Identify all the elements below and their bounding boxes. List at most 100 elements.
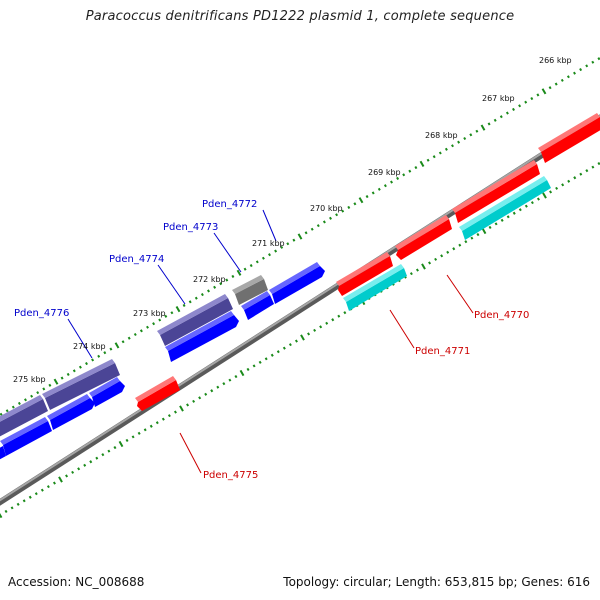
scale-label-266: 266 kbp [539, 56, 572, 65]
tick-minor [505, 111, 509, 115]
leader-pden-4771 [389, 309, 415, 349]
tick-minor [493, 118, 497, 122]
gene-cyan-seg-a[interactable] [462, 180, 551, 240]
tick-minor [335, 213, 339, 217]
gene-pden-4776[interactable] [92, 381, 125, 407]
tick-minor [428, 261, 432, 265]
scale-label-270: 270 kbp [310, 204, 343, 213]
tick-minor [213, 285, 217, 289]
tick-minor [585, 169, 589, 173]
gene-slate-seg-c[interactable] [0, 399, 48, 439]
tick-minor [268, 253, 271, 257]
gene-pden-4776-top [89, 377, 120, 397]
tick-minor [186, 403, 190, 407]
gene-blue-seg-e[interactable] [0, 446, 6, 463]
tick-minor [549, 190, 553, 194]
tick-minor [585, 64, 589, 68]
gene-pden-4775-top [135, 376, 176, 402]
tick-minor [518, 104, 522, 108]
tick-minor [313, 328, 317, 332]
tick-minor [127, 336, 131, 340]
tick-major [118, 440, 124, 448]
tick-minor [452, 247, 456, 251]
topology-summary: Topology: circular; Length: 653,815 bp; … [283, 575, 590, 589]
scale-label-272: 272 kbp [193, 275, 226, 284]
tick-minor [402, 173, 406, 177]
tick-major [358, 197, 364, 204]
gene-pden-4775[interactable] [137, 380, 180, 411]
gene-blue-seg-d[interactable] [3, 421, 52, 456]
tick-minor [280, 245, 284, 249]
tick-minor [210, 389, 214, 393]
tick-minor [243, 267, 247, 271]
gene-red-seg-a[interactable] [396, 219, 452, 260]
tick-minor [101, 453, 105, 457]
tick-major [480, 124, 486, 131]
tick-minor [487, 122, 491, 126]
tick-minor [97, 354, 101, 358]
gene-pden-4772[interactable] [272, 266, 325, 304]
tick-dots-inner [0, 161, 600, 519]
tick-minor [109, 347, 113, 351]
gene-red-seg-b[interactable] [338, 256, 393, 296]
gene-pden-4773-top [241, 291, 270, 310]
tick-minor [225, 278, 229, 282]
tick-minor [597, 161, 600, 166]
gene-pden-4774[interactable] [168, 315, 239, 362]
tick-minor [579, 172, 583, 176]
tick-minor [573, 176, 577, 180]
tick-minor [414, 166, 418, 170]
gene-label-pden-4771[interactable]: Pden_4771 [415, 346, 470, 357]
gene-label-pden-4775[interactable]: Pden_4775 [203, 470, 258, 481]
gene-blue-seg-c-top [47, 394, 90, 420]
gene-label-pden-4773[interactable]: Pden_4773 [163, 222, 218, 233]
tick-minor [42, 387, 46, 391]
tick-minor [246, 367, 250, 372]
tick-minor [548, 86, 552, 90]
tick-minor [83, 463, 87, 467]
gene-pden-4772-top [269, 262, 320, 294]
tick-minor [261, 256, 265, 260]
tick-minor [249, 264, 253, 268]
gene-label-pden-4770[interactable]: Pden_4770 [474, 310, 529, 321]
tick-minor [77, 467, 81, 471]
tick-minor [22, 499, 26, 503]
tick-minor [207, 289, 210, 293]
tick-minor [52, 481, 56, 485]
tick-minor [137, 431, 141, 435]
tick-minor [512, 107, 515, 111]
gene-slate-seg-b[interactable] [45, 363, 120, 410]
gene-label-pden-4776[interactable]: Pden_4776 [14, 308, 69, 319]
gene-slate-seg-a[interactable] [160, 298, 233, 346]
tick-minor [258, 360, 262, 364]
gene-pden-4770[interactable] [452, 113, 600, 223]
gene-label-pden-4772[interactable]: Pden_4772 [202, 199, 257, 210]
gene-blue-seg-c[interactable] [50, 398, 95, 430]
tick-minor [329, 216, 332, 220]
tick-minor [292, 238, 296, 242]
tick-minor [470, 236, 474, 240]
tick-minor [222, 382, 226, 386]
tick-minor [194, 296, 198, 300]
tick-minor [469, 133, 473, 137]
tick-minor [561, 183, 565, 187]
tick-minor [158, 318, 162, 322]
gene-features [0, 113, 600, 463]
tick-minor [518, 208, 522, 212]
gene-pden-4773[interactable] [244, 295, 274, 320]
tick-major [421, 263, 426, 270]
tick-minor [286, 242, 290, 246]
tick-minor [113, 445, 117, 450]
tick-minor [40, 488, 44, 492]
tick-minor [383, 184, 387, 188]
tick-minor [316, 224, 320, 228]
leader-pden-4772 [262, 209, 277, 242]
scale-label-269: 269 kbp [368, 168, 401, 177]
tick-minor [149, 424, 153, 428]
tick-minor [567, 179, 571, 183]
tick-minor [167, 414, 171, 418]
gene-label-pden-4774[interactable]: Pden_4774 [109, 254, 164, 265]
gene-gray-seg[interactable] [235, 279, 268, 305]
gene-pden-4771[interactable] [346, 268, 407, 311]
tick-major [58, 476, 63, 483]
